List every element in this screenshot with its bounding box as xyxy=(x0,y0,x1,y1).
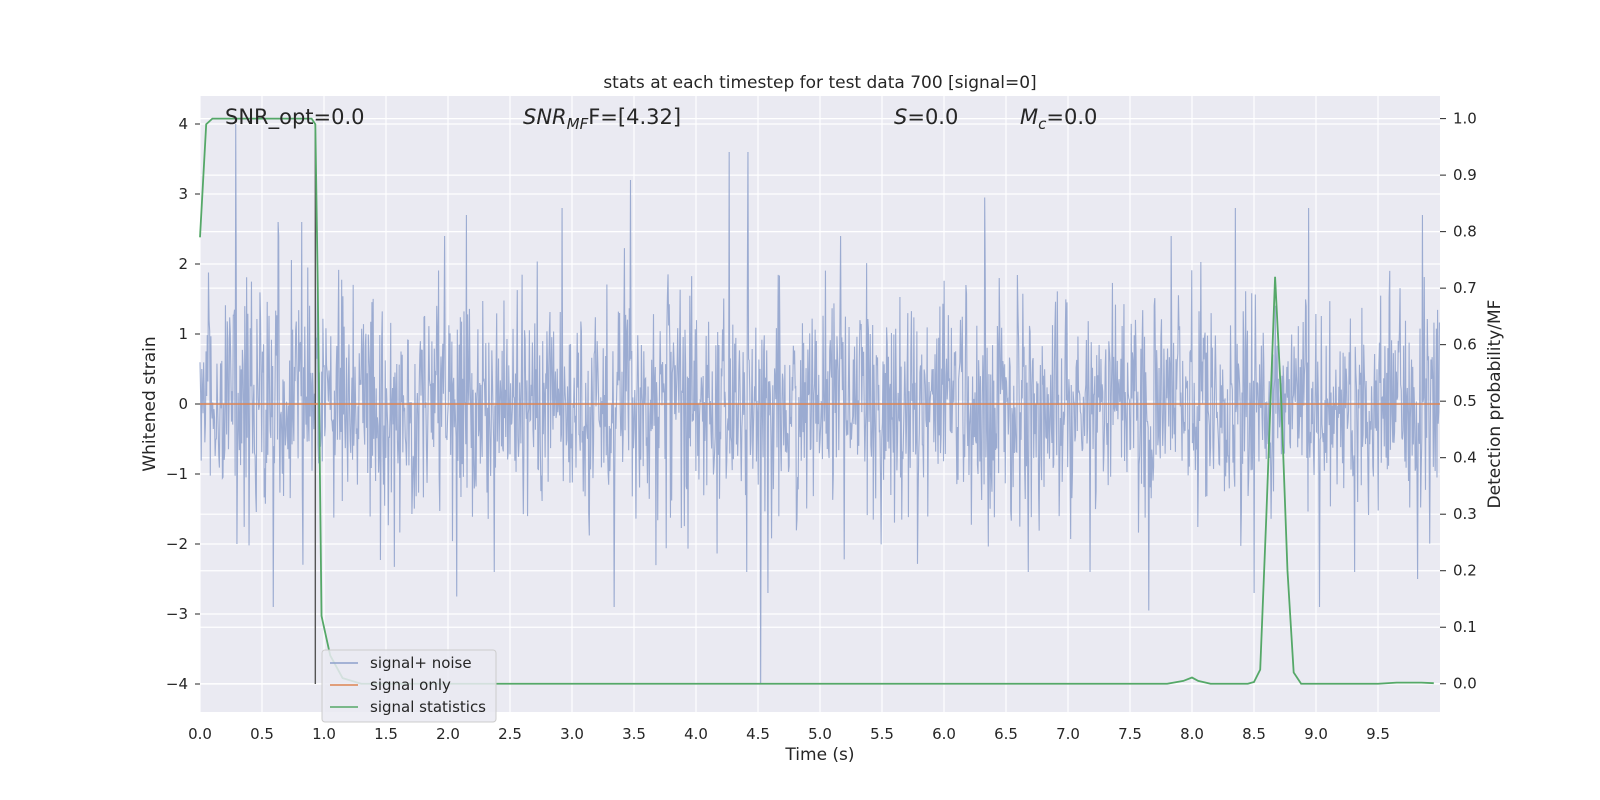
annotation-snr-mf: SNRMFF=[4.32] xyxy=(523,105,681,133)
x-tick-label: 9.5 xyxy=(1366,725,1390,743)
y-right-tick-label: 1.0 xyxy=(1453,110,1477,128)
x-tick-label: 7.0 xyxy=(1056,725,1080,743)
x-tick-label: 5.0 xyxy=(808,725,832,743)
y-axis-right-label: Detection probability/MF xyxy=(1485,300,1505,509)
y-left-tick-label: −2 xyxy=(166,535,188,553)
legend-label-signal-only: signal only xyxy=(370,676,451,694)
x-tick-label: 1.0 xyxy=(312,725,336,743)
y-right-tick-label: 0.0 xyxy=(1453,675,1477,693)
annotation-mc-value: =0.0 xyxy=(1046,105,1097,129)
x-tick-label: 2.5 xyxy=(498,725,522,743)
annotation-snr-mf-main: SNR xyxy=(523,105,567,129)
legend-label-signal-noise: signal+ noise xyxy=(370,654,472,672)
y-axis-left-label: Whitened strain xyxy=(140,336,160,471)
y-right-tick-label: 0.9 xyxy=(1453,166,1477,184)
x-tick-label: 6.5 xyxy=(994,725,1018,743)
y-right-tick-label: 0.1 xyxy=(1453,618,1477,636)
y-left-tick-label: 4 xyxy=(178,115,188,133)
x-tick-label: 7.5 xyxy=(1118,725,1142,743)
y-right-tick-label: 0.8 xyxy=(1453,223,1477,241)
x-tick-label: 0.5 xyxy=(250,725,274,743)
annotation-snr-mf-sub: MF xyxy=(567,115,589,133)
y-right-tick-label: 0.2 xyxy=(1453,562,1477,580)
annotation-snr-mf-value: F=[4.32] xyxy=(588,105,681,129)
x-tick-label: 0.0 xyxy=(188,725,212,743)
series-signal-noise xyxy=(199,123,1440,685)
chart-title: stats at each timestep for test data 700… xyxy=(603,73,1036,93)
x-tick-label: 1.5 xyxy=(374,725,398,743)
y-left-tick-label: 0 xyxy=(178,395,188,413)
y-left-tick-label: 2 xyxy=(178,255,188,273)
x-tick-label: 3.0 xyxy=(560,725,584,743)
y-right-tick-label: 0.4 xyxy=(1453,449,1477,467)
x-tick-label: 9.0 xyxy=(1304,725,1328,743)
y-left-tick-label: 3 xyxy=(178,185,188,203)
annotation-s: S=0.0 xyxy=(894,105,958,129)
annotation-s-main: S xyxy=(894,105,907,129)
x-tick-label: 8.5 xyxy=(1242,725,1266,743)
y-right-tick-label: 0.3 xyxy=(1453,505,1477,523)
legend-label-signal-statistics: signal statistics xyxy=(370,698,486,716)
annotation-s-value: =0.0 xyxy=(907,105,958,129)
y-right-tick-label: 0.6 xyxy=(1453,336,1477,354)
y-right-tick-label: 0.5 xyxy=(1453,392,1477,410)
y-left-tick-label: −3 xyxy=(166,605,188,623)
data-layer xyxy=(199,117,1440,685)
x-tick-label: 4.0 xyxy=(684,725,708,743)
legend: signal+ noise signal only signal statist… xyxy=(321,649,497,723)
x-tick-label: 3.5 xyxy=(622,725,646,743)
annotation-mc-sub: c xyxy=(1038,115,1047,133)
x-tick-label: 2.0 xyxy=(436,725,460,743)
annotation-snr-opt: SNR_opt=0.0 xyxy=(225,105,365,130)
x-tick-label: 6.0 xyxy=(932,725,956,743)
legend-box xyxy=(321,649,497,723)
y-left-tick-label: −4 xyxy=(166,675,188,693)
axes-layer: 0.0 0.5 1.0 1.5 2.0 2.5 3.0 3.5 4.0 4.5 5.0 5.5 6.0 6… xyxy=(166,110,1477,743)
x-tick-label: 4.5 xyxy=(746,725,770,743)
x-tick-label: 5.5 xyxy=(870,725,894,743)
y-left-tick-label: −1 xyxy=(166,465,188,483)
y-right-tick-label: 0.7 xyxy=(1453,279,1477,297)
series-signal-statistics xyxy=(199,117,1434,685)
annotation-mc: Mc=0.0 xyxy=(1020,105,1097,133)
x-tick-label: 8.0 xyxy=(1180,725,1204,743)
y-left-tick-label: 1 xyxy=(178,325,188,343)
x-axis-label: Time (s) xyxy=(784,745,854,765)
annotation-mc-main: M xyxy=(1020,105,1038,129)
